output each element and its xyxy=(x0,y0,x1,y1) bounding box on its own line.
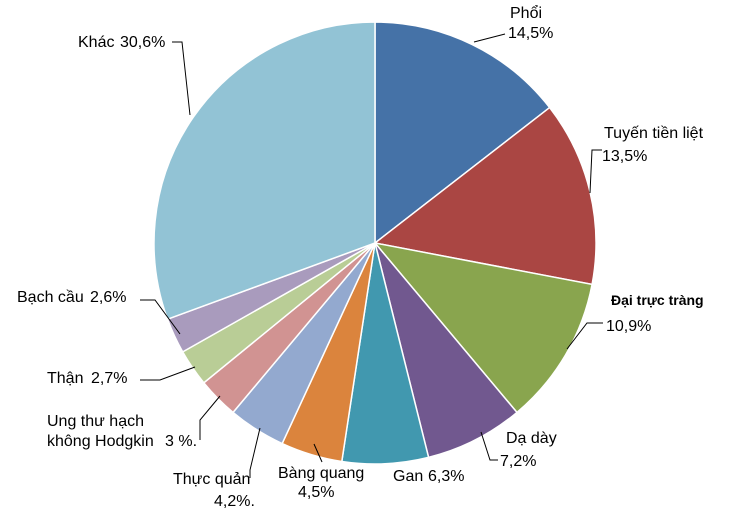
leader-line-phoi xyxy=(473,33,506,43)
label-da-day-value: 7,2% xyxy=(500,453,536,470)
label-than-value: 2,7% xyxy=(91,370,127,387)
label-phoi-value: 14,5% xyxy=(508,25,553,42)
label-da-day-name: Dạ dày xyxy=(506,430,557,447)
leader-line-thuc-quan xyxy=(249,427,261,478)
label-bach-cau-value: 2,6% xyxy=(90,289,126,306)
label-ung-thu-hach-line2: không Hodgkin xyxy=(47,433,154,450)
pie-slice-2 xyxy=(373,241,593,414)
leader-line-ung-thu-hach xyxy=(199,395,221,440)
label-bang-quang-value: 4,5% xyxy=(298,484,334,501)
label-khac-value: 30,6% xyxy=(120,34,165,51)
label-thuc-quan-name: Thực quản xyxy=(173,471,250,488)
leader-line-dai-truc-trang xyxy=(566,322,603,350)
leader-line-da-day xyxy=(480,431,498,461)
leader-line-bang-quang xyxy=(313,443,323,463)
leader-line-khac xyxy=(172,41,191,116)
leader-line-than xyxy=(140,366,196,381)
label-tuyen-tien-liet-value: 13,5% xyxy=(602,148,647,165)
label-gan-name: Gan xyxy=(393,468,423,485)
label-ung-thu-hach-value: 3 %. xyxy=(165,433,197,450)
label-bach-cau-name: Bạch cầu xyxy=(17,289,84,306)
pie-slice-3 xyxy=(374,242,518,459)
leader-line-tuyen-tien-liet xyxy=(589,149,602,194)
label-thuc-quan-value: 4,2%. xyxy=(214,493,255,510)
label-phoi-name: Phổi xyxy=(510,4,542,22)
label-bang-quang-name: Bàng quang xyxy=(278,465,364,482)
label-khac-name: Khác xyxy=(78,34,114,51)
label-ung-thu-hach-line1: Ung thư hạch xyxy=(47,413,144,430)
leader-lines xyxy=(140,33,603,478)
pie-slice-0 xyxy=(374,21,551,245)
label-tuyen-tien-liet-name: Tuyến tiền liệt xyxy=(604,125,704,142)
pie-slices xyxy=(153,21,597,465)
label-gan-value: 6,3% xyxy=(428,468,464,485)
pie-slice-10 xyxy=(153,21,376,321)
label-dai-truc-trang-name: Đại trực tràng xyxy=(611,292,704,308)
slice-labels: Phổi 14,5% Tuyến tiền liệt 13,5% Đại trự… xyxy=(17,4,704,510)
leader-line-bach-cau xyxy=(140,299,181,335)
label-than-name: Thận xyxy=(47,370,83,387)
label-dai-truc-trang-value: 10,9% xyxy=(606,318,651,335)
